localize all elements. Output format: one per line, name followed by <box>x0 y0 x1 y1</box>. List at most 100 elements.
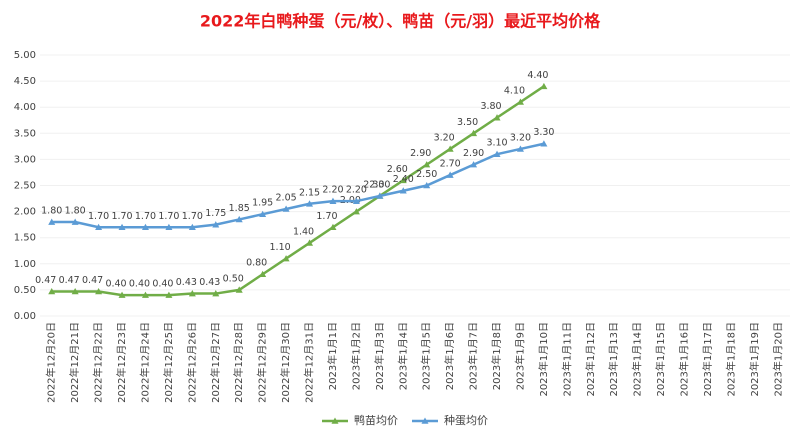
data-label: 1.70 <box>135 211 156 222</box>
x-tick-label: 2023年1月7日 <box>467 322 480 390</box>
x-tick-label: 2023年1月2日 <box>349 322 362 390</box>
point-marker <box>352 197 360 204</box>
x-tick-label: 2023年1月16日 <box>678 322 691 397</box>
point-marker <box>446 145 454 152</box>
point-marker <box>118 223 126 231</box>
x-tick-label: 2023年1月13日 <box>607 322 620 397</box>
data-label: 1.70 <box>88 211 109 222</box>
x-tick-label: 2022年12月30日 <box>279 322 292 403</box>
y-tick-label: 5.00 <box>14 50 36 61</box>
point-marker <box>423 161 431 168</box>
point-marker <box>470 161 478 168</box>
point-marker <box>141 223 149 231</box>
data-label: 1.70 <box>111 211 132 222</box>
data-label: 0.43 <box>199 277 220 288</box>
x-tick-label: 2022年12月23日 <box>115 322 128 403</box>
point-marker <box>188 290 196 297</box>
point-marker <box>306 239 314 246</box>
point-marker <box>235 286 243 293</box>
x-tick-label: 2023年1月6日 <box>443 322 456 390</box>
y-tick-label: 1.00 <box>14 259 36 270</box>
x-tick-label: 2023年1月5日 <box>420 322 433 390</box>
point-marker <box>399 176 407 184</box>
data-label: 0.47 <box>82 275 103 286</box>
point-marker <box>516 98 524 105</box>
x-tick-label: 2023年1月15日 <box>654 322 667 397</box>
data-label: 3.20 <box>434 132 455 143</box>
point-marker <box>470 129 478 137</box>
x-tick-label: 2023年1月14日 <box>631 322 644 397</box>
x-tick-label: 2022年12月26日 <box>185 322 198 403</box>
x-tick-label: 2023年1月11日 <box>560 322 573 397</box>
data-label: 0.40 <box>105 279 126 290</box>
y-tick-label: 2.50 <box>14 181 36 192</box>
point-marker <box>212 221 220 228</box>
x-tick-label: 2022年12月20日 <box>45 322 58 403</box>
point-marker <box>71 218 79 225</box>
x-tick-label: 2023年1月1日 <box>326 322 339 390</box>
y-tick-label: 4.50 <box>14 76 36 87</box>
y-tick-label: 4.00 <box>14 102 36 113</box>
data-label: 2.90 <box>410 148 431 159</box>
legend-label: 种蛋均价 <box>444 413 488 427</box>
data-label: 0.47 <box>35 275 56 286</box>
point-marker <box>235 215 243 223</box>
data-label: 1.70 <box>158 211 179 222</box>
legend-label: 鸭苗均价 <box>354 414 398 427</box>
x-tick-label: 2022年12月21日 <box>68 322 81 403</box>
x-tick-label: 2022年12月29日 <box>256 322 269 403</box>
data-label: 2.15 <box>299 187 320 198</box>
point-marker <box>423 182 431 189</box>
point-marker <box>282 205 290 212</box>
x-tick-label: 2023年1月17日 <box>701 322 714 397</box>
point-marker <box>188 223 196 231</box>
x-tick-label: 2023年1月18日 <box>724 322 737 397</box>
point-marker <box>95 287 103 295</box>
data-label: 1.85 <box>229 203 250 214</box>
x-tick-label: 2023年1月19日 <box>748 322 761 397</box>
point-marker <box>376 192 384 199</box>
point-marker <box>165 223 173 231</box>
data-label: 2.30 <box>363 179 384 190</box>
x-tick-label: 2023年1月20日 <box>771 322 784 397</box>
series-line <box>51 85 545 297</box>
point-marker <box>540 140 548 147</box>
x-tick-label: 2022年12月27日 <box>209 322 222 403</box>
point-marker <box>95 223 103 231</box>
x-tick-label: 2023年1月3日 <box>373 322 386 390</box>
chart-title: 2022年白鸭种蛋（元/枚）、鸭苗（元/羽）最近平均价格 <box>200 12 601 31</box>
data-label: 4.40 <box>527 70 548 81</box>
point-marker <box>329 197 337 204</box>
point-marker <box>165 291 173 298</box>
data-label: 1.75 <box>205 208 226 219</box>
y-tick-label: 2.00 <box>14 207 36 218</box>
data-label: 2.20 <box>322 185 343 196</box>
data-label: 0.47 <box>59 275 80 286</box>
x-tick-label: 2022年12月24日 <box>138 322 151 403</box>
data-label: 0.50 <box>223 273 244 284</box>
x-tick-label: 2023年1月12日 <box>584 322 597 397</box>
x-tick-label: 2022年12月31日 <box>303 322 316 403</box>
y-tick-label: 3.50 <box>14 128 36 139</box>
x-tick-label: 2023年1月8日 <box>490 322 503 390</box>
y-tick-label: 0.50 <box>14 285 36 296</box>
point-marker <box>259 270 267 278</box>
y-tick-label: 1.50 <box>14 233 36 244</box>
data-label: 1.95 <box>252 198 273 209</box>
data-label: 0.43 <box>176 277 197 288</box>
data-label: 3.20 <box>510 132 531 143</box>
data-label: 1.10 <box>270 242 291 253</box>
point-marker <box>48 287 56 295</box>
point-marker <box>540 82 548 90</box>
data-label: 3.80 <box>480 101 501 112</box>
x-tick-label: 2022年12月22日 <box>92 322 105 403</box>
data-label: 1.70 <box>182 211 203 222</box>
data-label: 0.40 <box>152 279 173 290</box>
point-marker <box>399 187 407 194</box>
point-marker <box>141 291 149 298</box>
point-marker <box>446 171 454 178</box>
data-label: 3.10 <box>486 138 507 149</box>
point-marker <box>118 291 126 298</box>
x-tick-label: 2023年1月4日 <box>396 322 409 390</box>
